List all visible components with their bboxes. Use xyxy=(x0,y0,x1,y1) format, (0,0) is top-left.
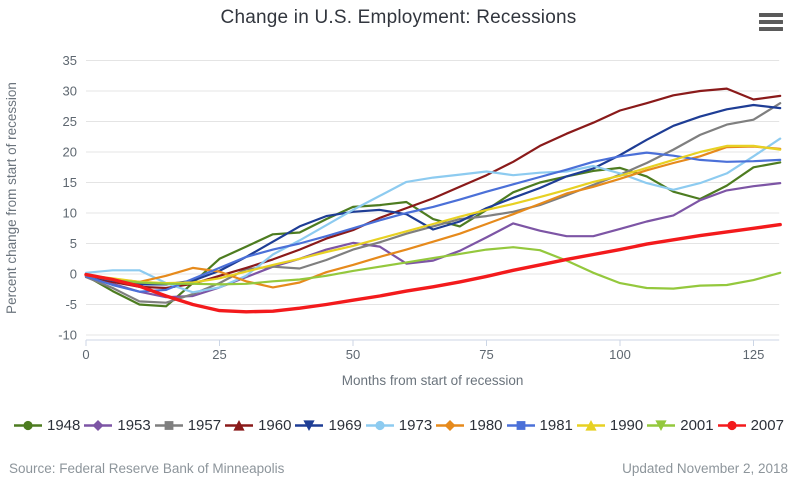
legend-item-2007[interactable]: 2007 xyxy=(717,417,784,434)
legend-item-2001[interactable]: 2001 xyxy=(646,417,714,434)
chart-context-menu-button[interactable] xyxy=(758,11,784,33)
updated-date: Updated November 2, 2018 xyxy=(622,461,788,476)
diamond-marker-icon xyxy=(436,420,465,431)
legend-label: 1948 xyxy=(47,417,81,434)
triangle-down-marker-icon xyxy=(295,420,324,431)
x-tick-label: 75 xyxy=(479,347,493,362)
x-tick-label: 125 xyxy=(743,347,765,362)
legend-label: 1960 xyxy=(258,417,292,434)
triangle-marker-icon xyxy=(225,420,254,431)
chart-title: Change in U.S. Employment: Recessions xyxy=(220,7,577,28)
legend-item-1948[interactable]: 1948 xyxy=(13,417,80,434)
circle-marker-icon xyxy=(717,420,746,431)
series-line-1980[interactable] xyxy=(84,145,782,289)
y-tick-label: 15 xyxy=(63,175,77,190)
legend-item-1953[interactable]: 1953 xyxy=(83,417,151,434)
hamburger-icon xyxy=(759,13,783,31)
legend-label: 1981 xyxy=(539,417,573,434)
legend-label: 1953 xyxy=(117,417,151,434)
diamond-marker-icon xyxy=(84,420,113,431)
chart-legend: 1948 1953 1957 1960 1969 1973 1980 1981 1990 2001… xyxy=(0,417,797,434)
legend-item-1973[interactable]: 1973 xyxy=(365,417,432,434)
y-tick-label: 35 xyxy=(63,53,77,68)
y-axis-title: Percent change from start of recession xyxy=(4,82,19,314)
legend-item-1990[interactable]: 1990 xyxy=(576,417,643,434)
x-tick-label: 50 xyxy=(346,347,360,362)
legend-label: 1980 xyxy=(469,417,503,434)
series-line-2007[interactable] xyxy=(84,222,782,314)
legend-label: 2001 xyxy=(680,417,714,434)
legend-item-1981[interactable]: 1981 xyxy=(506,417,573,434)
y-tick-label: 5 xyxy=(70,236,77,251)
triangle-marker-icon xyxy=(576,420,605,431)
legend-label: 1957 xyxy=(187,417,222,434)
legend-item-1969[interactable]: 1969 xyxy=(294,417,362,434)
y-tick-label: 10 xyxy=(63,206,77,221)
x-tick-label: 100 xyxy=(609,347,631,362)
y-tick-label: -5 xyxy=(65,297,77,312)
circle-marker-icon xyxy=(365,420,394,431)
y-tick-label: 20 xyxy=(63,145,77,160)
square-marker-icon xyxy=(506,421,535,430)
series-line-1969[interactable] xyxy=(84,103,782,286)
series-line-1981[interactable] xyxy=(84,151,782,293)
series-line-1990[interactable] xyxy=(84,144,782,285)
legend-label: 1973 xyxy=(398,417,433,434)
y-tick-label: 0 xyxy=(70,267,77,282)
legend-label: 1990 xyxy=(609,417,644,434)
triangle-down-marker-icon xyxy=(647,420,676,431)
y-tick-label: 25 xyxy=(63,114,77,129)
x-axis-title: Months from start of recession xyxy=(342,373,524,388)
legend-item-1960[interactable]: 1960 xyxy=(224,417,291,434)
legend-label: 2007 xyxy=(750,417,784,434)
square-marker-icon xyxy=(154,421,183,430)
y-tick-label: -10 xyxy=(58,328,77,343)
x-tick-label: 25 xyxy=(212,347,226,362)
source-credit: Source: Federal Reserve Bank of Minneapo… xyxy=(9,461,285,476)
legend-label: 1969 xyxy=(328,417,362,434)
chart-footer: Source: Federal Reserve Bank of Minneapo… xyxy=(0,461,797,476)
x-tick-label: 0 xyxy=(82,347,89,362)
legend-item-1957[interactable]: 1957 xyxy=(154,417,221,434)
series-line-1973[interactable] xyxy=(84,137,782,294)
series-line-1957[interactable] xyxy=(84,102,782,304)
series-line-1953[interactable] xyxy=(84,182,782,299)
y-tick-label: 30 xyxy=(63,84,77,99)
legend-item-1980[interactable]: 1980 xyxy=(435,417,503,434)
circle-marker-icon xyxy=(14,420,42,431)
series-line-2001[interactable] xyxy=(84,246,782,290)
